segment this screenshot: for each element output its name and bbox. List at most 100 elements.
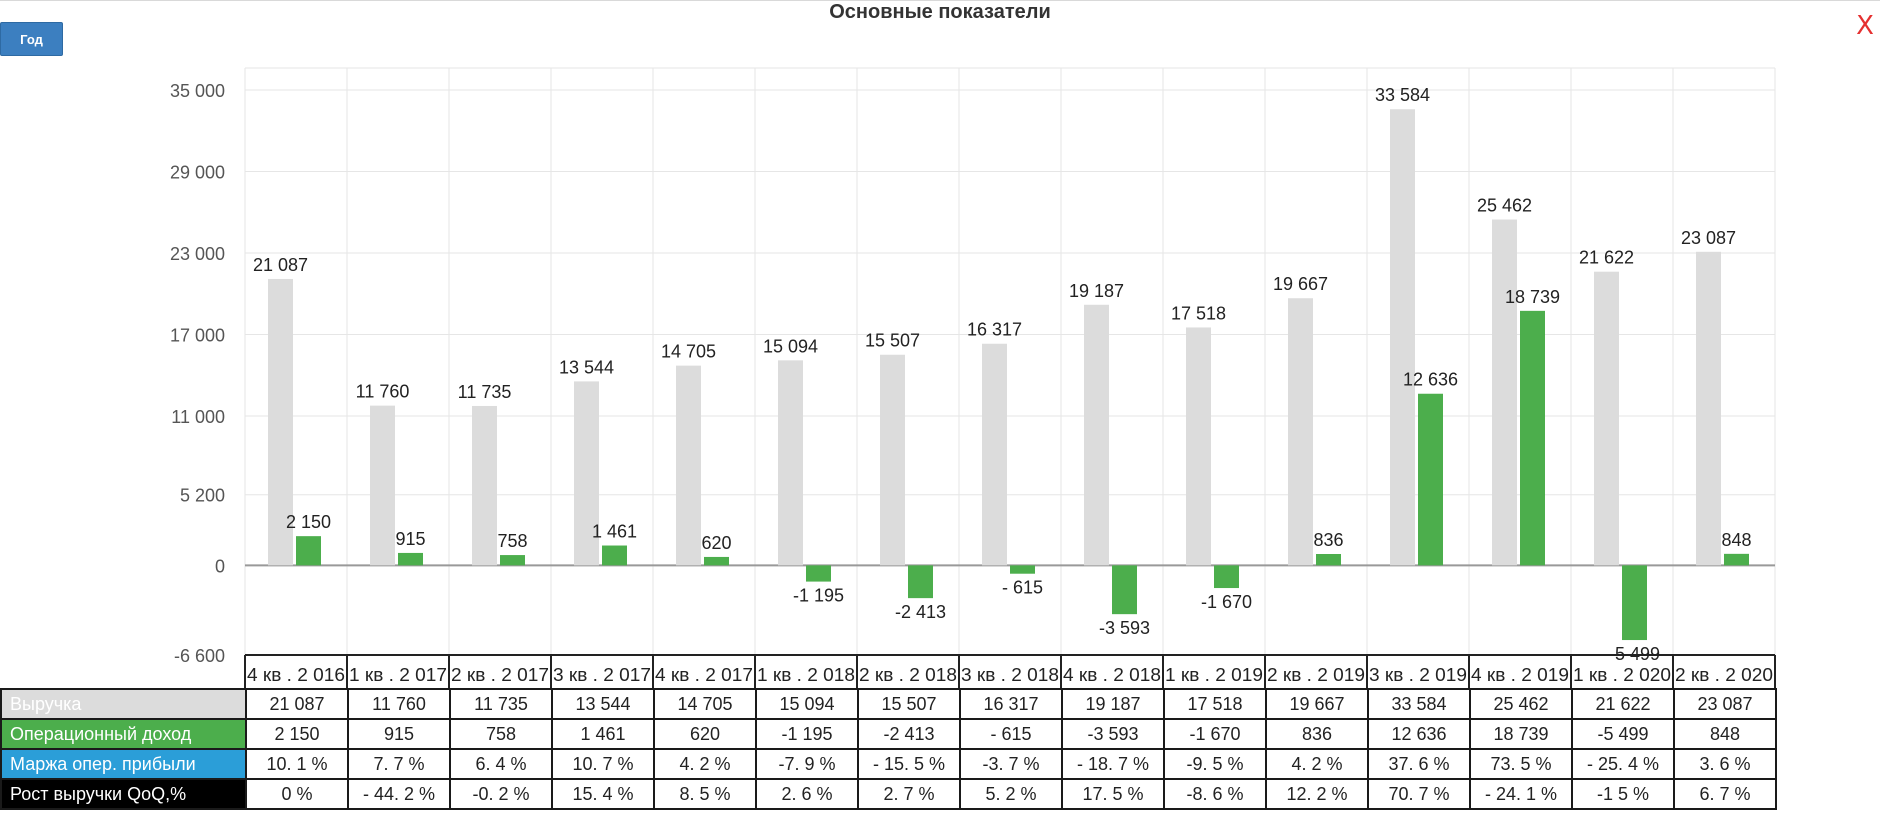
table-cell: - 25. 4 % xyxy=(1571,748,1675,780)
revenue-bar xyxy=(982,343,1007,566)
x-tick-label: 1 кв . 2 018 xyxy=(757,665,855,685)
operating-income-data-label: -1 195 xyxy=(793,586,844,606)
table-cell: 7. 7 % xyxy=(347,748,451,780)
row-label: Выручка xyxy=(0,688,247,720)
revenue-data-label: 15 507 xyxy=(865,331,920,351)
table-cell: 15 507 xyxy=(857,688,961,720)
table-cell: 10. 1 % xyxy=(245,748,349,780)
revenue-bar xyxy=(676,365,701,566)
table-cell: 37. 6 % xyxy=(1367,748,1471,780)
table-cell: 15. 4 % xyxy=(551,778,655,810)
y-tick-label: 17 000 xyxy=(170,325,225,345)
y-tick-label: 0 xyxy=(215,556,225,576)
operating-income-bar xyxy=(398,552,423,566)
operating-income-bar xyxy=(1724,553,1749,566)
x-tick-label: 1 кв . 2 019 xyxy=(1165,665,1263,685)
table-cell: -9. 5 % xyxy=(1163,748,1267,780)
year-button[interactable]: Год xyxy=(0,22,63,56)
operating-income-bar xyxy=(1520,310,1545,566)
operating-income-bar xyxy=(908,565,933,599)
revenue-data-label: 17 518 xyxy=(1171,303,1226,323)
data-table: Выручка 21 087 11 760 11 735 13 544 14 705 15 … xyxy=(0,688,1777,810)
table-cell: 4. 2 % xyxy=(653,748,757,780)
x-tick-label: 3 кв . 2 019 xyxy=(1369,665,1467,685)
revenue-data-label: 15 094 xyxy=(763,336,818,356)
revenue-bar xyxy=(880,354,905,566)
revenue-bar xyxy=(1390,109,1415,566)
operating-income-bar xyxy=(1316,554,1341,566)
table-cell: 2. 6 % xyxy=(755,778,859,810)
operating-income-bar xyxy=(1214,565,1239,589)
row-label: Операционный доход xyxy=(0,718,247,750)
table-cell: 620 xyxy=(653,718,757,750)
operating-income-bar xyxy=(806,565,831,582)
table-cell: 5. 2 % xyxy=(959,778,1063,810)
y-tick-label: -6 600 xyxy=(174,646,225,666)
table-cell: -8. 6 % xyxy=(1163,778,1267,810)
table-cell: 23 087 xyxy=(1673,688,1777,720)
y-tick-label: 29 000 xyxy=(170,162,225,182)
revenue-data-label: 19 187 xyxy=(1069,281,1124,301)
close-icon[interactable]: X xyxy=(1856,11,1874,41)
table-cell: 19 667 xyxy=(1265,688,1369,720)
revenue-data-label: 23 087 xyxy=(1681,228,1736,248)
table-cell: 73. 5 % xyxy=(1469,748,1573,780)
x-tick-label: 4 кв . 2 017 xyxy=(655,665,753,685)
revenue-bar xyxy=(778,360,803,566)
operating-income-bar xyxy=(296,536,321,566)
operating-income-data-label: -5 499 xyxy=(1609,644,1660,664)
operating-income-data-label: 758 xyxy=(497,531,527,551)
x-tick-label: 1 кв . 2 020 xyxy=(1573,665,1671,685)
table-cell: - 18. 7 % xyxy=(1061,748,1165,780)
table-cell: -1 5 % xyxy=(1571,778,1675,810)
operating-income-data-label: 915 xyxy=(395,529,425,549)
table-cell: 17. 5 % xyxy=(1061,778,1165,810)
operating-income-data-label: 848 xyxy=(1721,530,1751,550)
operating-income-data-label: -3 593 xyxy=(1099,618,1150,638)
revenue-data-label: 21 622 xyxy=(1579,248,1634,268)
table-cell: 3. 6 % xyxy=(1673,748,1777,780)
table-cell: -1 195 xyxy=(755,718,859,750)
revenue-data-label: 11 760 xyxy=(356,382,410,402)
revenue-row: Выручка 21 087 11 760 11 735 13 544 14 705 15 … xyxy=(0,688,1777,720)
table-cell: 11 760 xyxy=(347,688,451,720)
x-tick-label: 3 кв . 2 017 xyxy=(553,665,651,685)
row-label: Рост выручки QoQ,% xyxy=(0,778,247,810)
table-cell: 2. 7 % xyxy=(857,778,961,810)
table-cell: - 44. 2 % xyxy=(347,778,451,810)
row-label: Маржа опер. прибыли xyxy=(0,748,247,780)
table-cell: 70. 7 % xyxy=(1367,778,1471,810)
table-cell: -2 413 xyxy=(857,718,961,750)
operating-income-row: Операционный доход 2 150 915 758 1 461 620 -1 … xyxy=(0,718,1777,750)
revenue-bar xyxy=(1288,298,1313,566)
revenue-bar xyxy=(1186,327,1211,566)
revenue-data-label: 16 317 xyxy=(967,320,1022,340)
revenue-data-label: 13 544 xyxy=(559,357,614,377)
table-cell: -5 499 xyxy=(1571,718,1675,750)
operating-income-data-label: 1 461 xyxy=(592,522,637,542)
table-cell: 848 xyxy=(1673,718,1777,750)
table-cell: 4. 2 % xyxy=(1265,748,1369,780)
growth-row: Рост выручки QoQ,% 0 % - 44. 2 % -0. 2 % 15.… xyxy=(0,778,1777,810)
table-cell: 33 584 xyxy=(1367,688,1471,720)
revenue-bar xyxy=(574,381,599,566)
table-cell: -3. 7 % xyxy=(959,748,1063,780)
table-cell: 10. 7 % xyxy=(551,748,655,780)
table-cell: 15 094 xyxy=(755,688,859,720)
table-cell: 18 739 xyxy=(1469,718,1573,750)
table-cell: -7. 9 % xyxy=(755,748,859,780)
chart: -6 600 0 5 200 11 000 17 000 23 000 29 000 35 0… xyxy=(170,67,1776,690)
revenue-data-label: 11 735 xyxy=(458,382,512,402)
operating-income-data-label: - 615 xyxy=(1002,578,1043,598)
revenue-bar xyxy=(472,405,497,566)
x-tick-label: 2 кв . 2 020 xyxy=(1675,665,1773,685)
x-tick-label: 1 кв . 2 017 xyxy=(349,665,447,685)
table-cell: 11 735 xyxy=(449,688,553,720)
revenue-bar xyxy=(1594,271,1619,566)
operating-income-data-label: 836 xyxy=(1313,530,1343,550)
operating-income-bar xyxy=(1418,393,1443,566)
table-cell: - 24. 1 % xyxy=(1469,778,1573,810)
table-cell: - 15. 5 % xyxy=(857,748,961,780)
table-cell: 915 xyxy=(347,718,451,750)
table-cell: 16 317 xyxy=(959,688,1063,720)
